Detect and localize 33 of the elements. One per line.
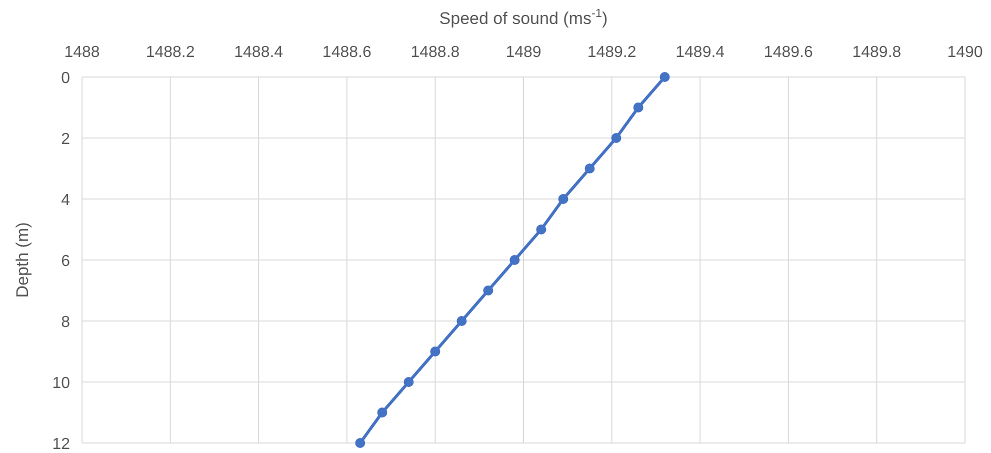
point <box>377 408 388 418</box>
point <box>430 346 440 356</box>
x-tick-label: 1489.4 <box>676 44 725 61</box>
y-tick-label: 8 <box>61 314 70 331</box>
y-tick-label: 6 <box>61 253 70 270</box>
x-tick-label: 1488.8 <box>410 44 460 61</box>
y-tick-label: 10 <box>52 375 70 392</box>
point <box>633 102 644 112</box>
y-tick-label: 12 <box>52 436 70 453</box>
x-tick-label: 1489.6 <box>764 44 813 61</box>
point <box>558 194 568 204</box>
point <box>456 316 467 326</box>
x-tick-label: 1488.2 <box>146 44 195 61</box>
x-tick-label: 1489.8 <box>852 44 902 61</box>
point <box>536 224 546 234</box>
point <box>404 377 414 387</box>
x-tick-label: 1490 <box>947 44 983 61</box>
point <box>355 438 366 448</box>
point <box>584 164 595 174</box>
y-tick-label: 2 <box>61 131 70 148</box>
x-tick-label: 1489.2 <box>587 44 636 61</box>
x-tick-label: 1488 <box>64 44 100 61</box>
point <box>660 72 670 82</box>
y-tick-label: 4 <box>61 192 70 209</box>
x-tick-label: 1489 <box>506 44 542 61</box>
point <box>483 286 494 296</box>
x-axis-title: Speed of sound (ms$^{-1}$) <box>439 6 608 28</box>
x-tick-label: 1488.4 <box>234 44 284 61</box>
y-axis-title: Depth (m) <box>13 222 32 298</box>
point <box>611 133 622 143</box>
x-tick-label: 1488.6 <box>322 44 372 61</box>
point <box>510 255 520 265</box>
y-tick-label: 0 <box>61 70 70 87</box>
